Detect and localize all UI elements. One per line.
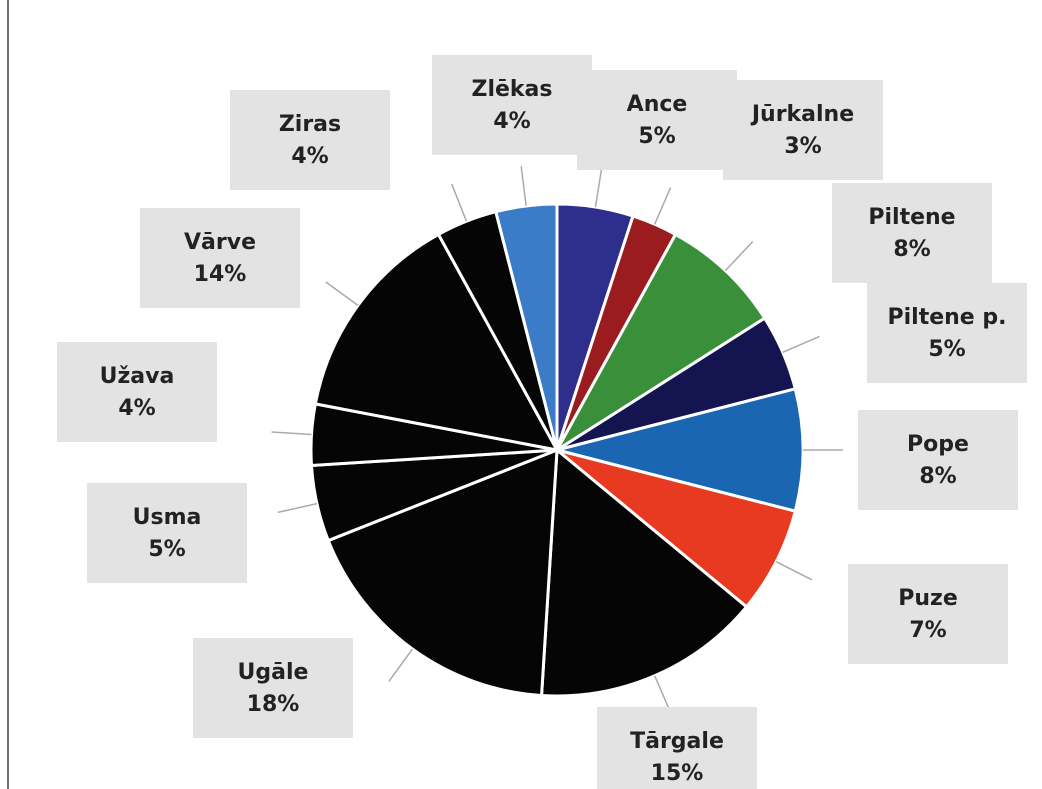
- label-box: [832, 183, 992, 283]
- slice-name: Ance: [627, 92, 688, 117]
- slice-percent: 8%: [919, 464, 956, 489]
- label-box: [867, 283, 1027, 383]
- label-box: [723, 80, 883, 180]
- slice-percent: 4%: [493, 109, 530, 134]
- slice-name: Puze: [898, 586, 958, 611]
- slice-percent: 5%: [638, 124, 675, 149]
- slice-name: Zlēkas: [472, 77, 553, 102]
- slice-name: Piltene p.: [888, 305, 1007, 330]
- pie-slice: [555, 232, 767, 452]
- leader-line: [520, 166, 527, 207]
- slice-percent: 4%: [291, 144, 328, 169]
- label-box: [87, 483, 247, 583]
- slice-name: Pope: [907, 432, 969, 457]
- slice-percent: 18%: [247, 692, 300, 717]
- slice-percent: 14%: [194, 262, 247, 287]
- slice-name: Jūrkalne: [750, 102, 854, 127]
- leader-line: [277, 502, 318, 514]
- slice-percent: 7%: [909, 618, 946, 643]
- leader-line: [594, 167, 603, 208]
- label-box: [848, 564, 1008, 664]
- slice-name: Ziras: [279, 112, 341, 137]
- slice-name: Vārve: [184, 230, 256, 255]
- slice-name: Ugāle: [238, 660, 309, 685]
- pie-slice: [493, 202, 559, 451]
- label-box: [230, 90, 390, 190]
- pie-slice: [313, 232, 560, 453]
- slice-name: Usma: [133, 505, 202, 530]
- label-box: [577, 70, 737, 170]
- label-box: [432, 55, 592, 155]
- label-box: [140, 208, 300, 308]
- slice-name: Užava: [100, 364, 175, 389]
- leader-line: [724, 241, 754, 272]
- slice-name: Tārgale: [630, 729, 724, 754]
- leader-line: [654, 187, 672, 225]
- slice-percent: 5%: [928, 337, 965, 362]
- leader-line: [775, 561, 813, 581]
- pie-slice: [556, 448, 798, 609]
- label-box: [858, 410, 1018, 510]
- leader-line: [782, 335, 820, 353]
- pie-slice: [556, 386, 805, 514]
- slice-percent: 4%: [118, 396, 155, 421]
- label-box: [597, 707, 757, 789]
- leader-line: [451, 183, 468, 222]
- slice-percent: 5%: [148, 537, 185, 562]
- leader-line: [654, 675, 672, 713]
- label-box: [57, 342, 217, 442]
- slice-percent: 8%: [893, 237, 930, 262]
- slice-percent: 15%: [651, 761, 704, 786]
- leader-line: [388, 648, 414, 682]
- leader-line: [325, 281, 359, 307]
- leader-line: [271, 431, 312, 436]
- slice-name: Piltene: [868, 205, 955, 230]
- label-box: [193, 638, 353, 738]
- slice-percent: 3%: [784, 134, 821, 159]
